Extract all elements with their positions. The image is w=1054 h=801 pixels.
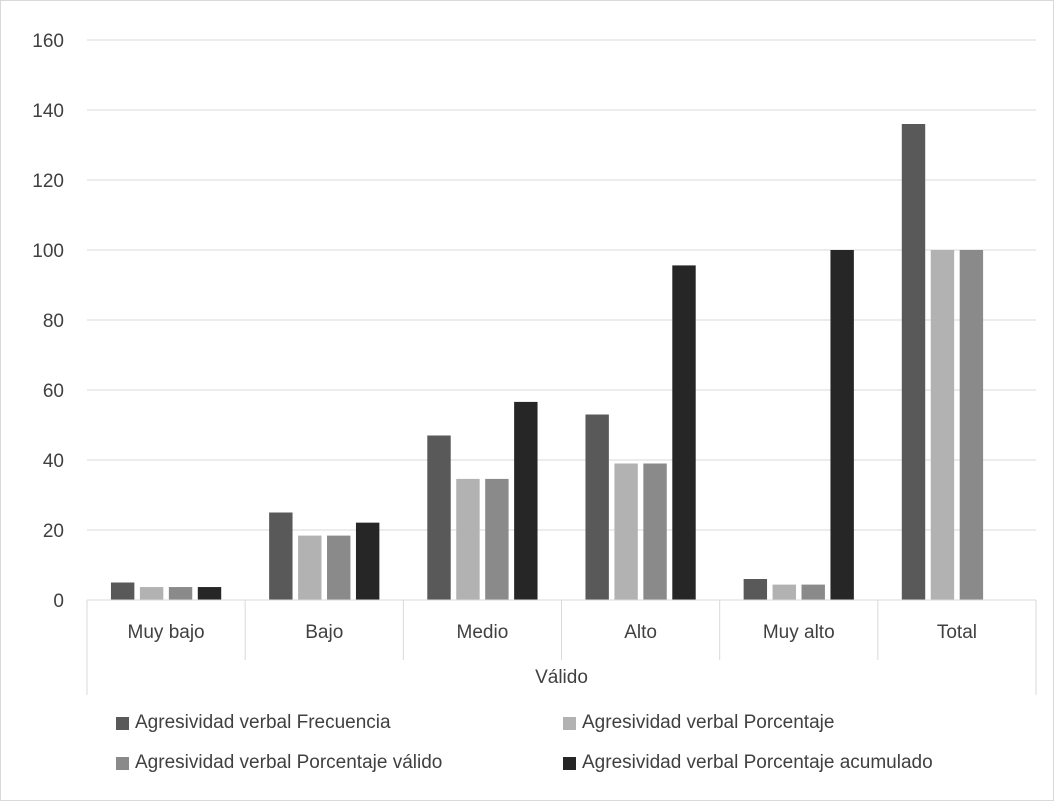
x-tick-label: Muy bajo bbox=[128, 622, 205, 643]
bar bbox=[197, 587, 222, 600]
legend-swatch bbox=[563, 716, 576, 730]
legend-swatch bbox=[563, 756, 576, 770]
y-tick-label: 160 bbox=[32, 31, 64, 52]
y-tick-label: 0 bbox=[53, 591, 64, 612]
bar bbox=[298, 535, 322, 600]
x-tick-label: Total bbox=[937, 622, 977, 643]
bar bbox=[959, 250, 984, 600]
bar bbox=[355, 522, 380, 600]
bar bbox=[801, 584, 825, 600]
bar bbox=[643, 463, 667, 600]
x-tick-label: Bajo bbox=[305, 622, 343, 643]
bar bbox=[901, 124, 926, 600]
legend-item: Agresividad verbal Porcentaje bbox=[563, 712, 834, 734]
x-tick-label: Muy alto bbox=[763, 622, 835, 643]
bar bbox=[614, 463, 638, 600]
bars bbox=[110, 124, 984, 600]
bar bbox=[672, 265, 696, 600]
legend-swatch bbox=[116, 756, 129, 770]
legend-label: Agresividad verbal Frecuencia bbox=[135, 712, 391, 733]
y-axis-tick-labels: 0 20 40 60 80 100 120 140 160 bbox=[32, 31, 64, 612]
bar bbox=[110, 582, 135, 600]
bar bbox=[269, 512, 293, 600]
bar bbox=[830, 250, 854, 600]
bar bbox=[168, 587, 193, 600]
legend-swatch bbox=[116, 716, 129, 730]
bar bbox=[585, 414, 609, 600]
bar bbox=[930, 250, 955, 600]
legend-item: Agresividad verbal Frecuencia bbox=[116, 712, 391, 734]
y-tick-label: 80 bbox=[43, 311, 64, 332]
y-tick-label: 100 bbox=[32, 241, 64, 262]
y-tick-label: 60 bbox=[43, 381, 64, 402]
bar bbox=[327, 535, 351, 600]
bar bbox=[485, 478, 509, 600]
legend-label: Agresividad verbal Porcentaje acumulado bbox=[582, 752, 933, 773]
bar bbox=[772, 584, 796, 600]
legend-label: Agresividad verbal Porcentaje bbox=[582, 712, 835, 733]
bar bbox=[514, 401, 538, 600]
y-tick-label: 140 bbox=[32, 101, 64, 122]
x-axis: Muy bajo Bajo Medio Alto Muy alto Total Válido bbox=[86, 599, 1037, 695]
bar bbox=[743, 579, 768, 600]
legend-item: Agresividad verbal Porcentaje acumulado bbox=[563, 752, 933, 774]
x-tick-label: Medio bbox=[457, 622, 509, 643]
bar bbox=[427, 435, 451, 600]
y-tick-label: 40 bbox=[43, 451, 64, 472]
y-tick-label: 120 bbox=[32, 171, 64, 192]
bar bbox=[456, 478, 480, 600]
bar bbox=[139, 587, 164, 600]
gridlines bbox=[87, 39, 1036, 601]
x-tick-label: Alto bbox=[624, 622, 657, 643]
x-group-label: Válido bbox=[535, 667, 588, 688]
y-tick-label: 20 bbox=[43, 521, 64, 542]
legend-item: Agresividad verbal Porcentaje válido bbox=[116, 752, 442, 774]
legend-label: Agresividad verbal Porcentaje válido bbox=[135, 752, 443, 773]
